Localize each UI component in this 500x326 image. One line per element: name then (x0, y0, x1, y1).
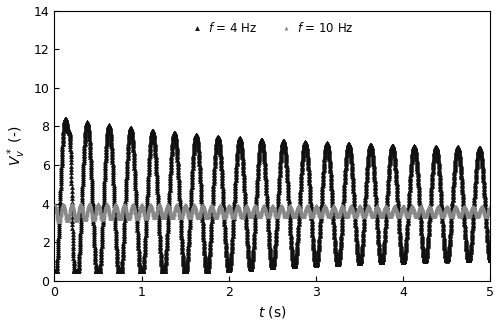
$f$ = 10 Hz (445, 206, 451, 210)
$f$ = 10 Hz (353, 213, 359, 217)
$f$ = 4 Hz (444, 257, 450, 261)
$f$ = 4 Hz (488, 258, 494, 261)
$f$ = 4 Hz (262, 168, 268, 171)
Y-axis label: $V_v^*$ (-): $V_v^*$ (-) (6, 126, 28, 166)
$f$ = 4 Hz (62, 117, 68, 121)
$f$ = 10 Hz (52, 203, 58, 207)
$f$ = 10 Hz (262, 206, 268, 210)
$f$ = 4 Hz (52, 269, 58, 273)
$f$ = 10 Hz (488, 205, 494, 209)
$f$ = 4 Hz (456, 149, 462, 153)
$f$ = 10 Hz (56, 219, 62, 223)
X-axis label: $t$ (s): $t$ (s) (258, 304, 287, 320)
$f$ = 10 Hz (459, 209, 465, 213)
$f$ = 10 Hz (137, 207, 143, 211)
$f$ = 4 Hz (137, 267, 143, 271)
$f$ = 10 Hz (86, 202, 92, 206)
Line: $f$ = 4 Hz: $f$ = 4 Hz (52, 116, 493, 274)
Line: $f$ = 10 Hz: $f$ = 10 Hz (52, 202, 492, 223)
Legend: $f$ = 4 Hz, $f$ = 10 Hz: $f$ = 4 Hz, $f$ = 10 Hz (186, 16, 358, 40)
$f$ = 10 Hz (456, 213, 462, 217)
$f$ = 4 Hz (353, 231, 359, 235)
$f$ = 4 Hz (459, 182, 465, 185)
